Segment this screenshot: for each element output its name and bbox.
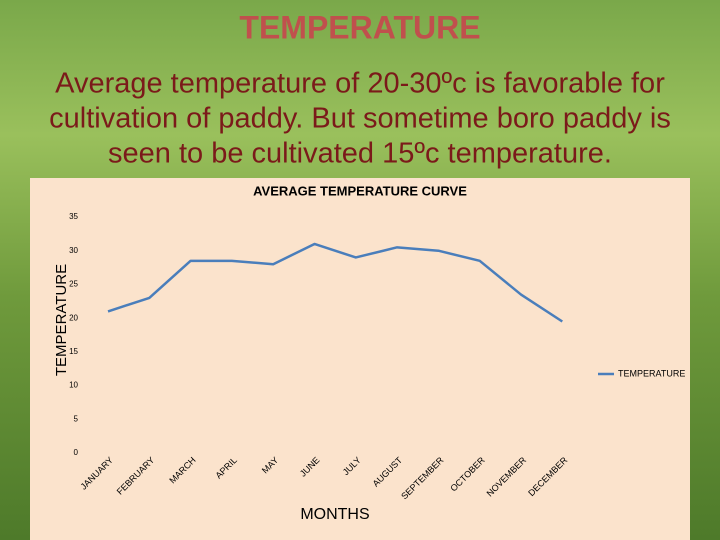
chart-title: AVERAGE TEMPERATURE CURVE — [253, 183, 467, 198]
y-tick-label: 15 — [69, 347, 78, 356]
y-tick-label: 0 — [74, 448, 79, 457]
y-axis-label: TEMPERATURE — [53, 264, 70, 376]
y-tick-label: 25 — [69, 280, 78, 289]
y-tick-label: 10 — [69, 381, 78, 390]
y-tick-label: 35 — [69, 212, 78, 221]
slide-text: cultivation of paddy. But sometime boro … — [49, 103, 671, 135]
y-tick-label: 30 — [69, 246, 78, 255]
slide-text: Average temperature of 20-30ºc is favora… — [55, 68, 665, 100]
y-tick-label: 5 — [74, 414, 79, 423]
chart-area — [30, 178, 690, 540]
x-axis-label: MONTHS — [300, 506, 369, 523]
legend-label: TEMPERATURE — [618, 368, 685, 378]
slide-title: TEMPERATURE — [239, 9, 480, 45]
y-tick-label: 20 — [69, 313, 78, 322]
slide-text: seen to be cultivated 15ºc temperature. — [108, 138, 612, 170]
line — [107, 242, 563, 323]
